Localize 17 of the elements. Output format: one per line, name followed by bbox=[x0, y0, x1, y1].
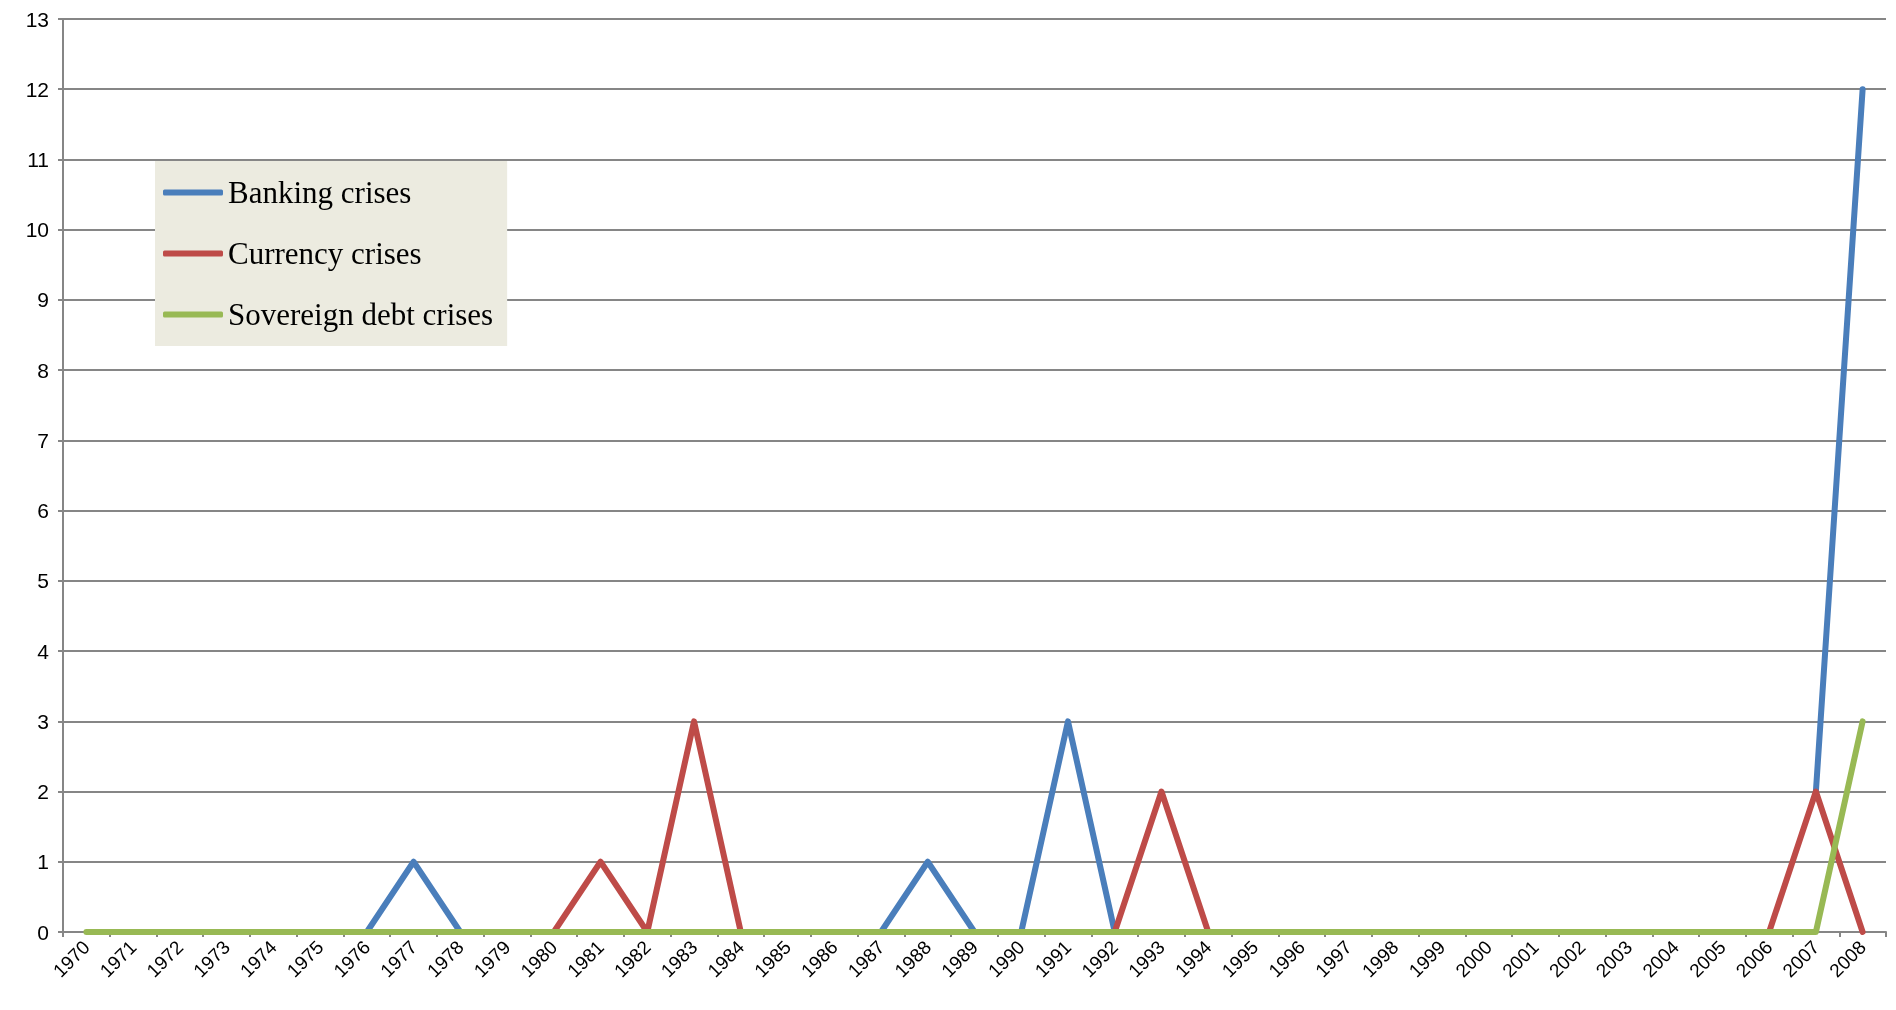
y-tick-label: 11 bbox=[27, 147, 49, 171]
y-tick-label: 10 bbox=[25, 218, 49, 242]
y-tick-label: 7 bbox=[37, 428, 49, 452]
y-tick-label: 1 bbox=[37, 850, 49, 874]
y-tick-label: 3 bbox=[37, 709, 49, 733]
y-tick-label: 9 bbox=[37, 288, 49, 312]
legend-label: Currency crises bbox=[228, 236, 422, 271]
y-tick-label: 0 bbox=[37, 920, 49, 944]
y-tick-label: 2 bbox=[37, 780, 49, 804]
legend-label: Sovereign debt crises bbox=[228, 297, 494, 332]
y-tick-label: 4 bbox=[37, 639, 50, 663]
legend-label: Banking crises bbox=[228, 175, 412, 210]
y-tick-label: 12 bbox=[25, 77, 49, 101]
y-tick-label: 8 bbox=[37, 358, 49, 382]
y-tick-label: 13 bbox=[25, 7, 49, 31]
y-tick-label: 6 bbox=[37, 499, 49, 523]
y-tick-label: 5 bbox=[37, 569, 49, 593]
